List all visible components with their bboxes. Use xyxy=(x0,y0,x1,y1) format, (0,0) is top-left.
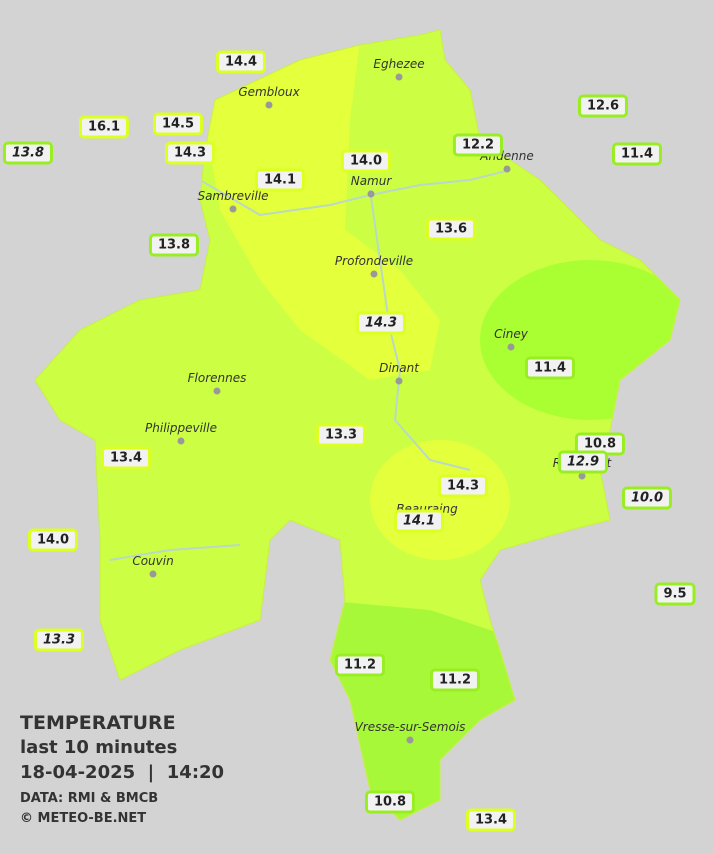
station-value: 11.4 xyxy=(611,142,663,166)
city-label: Gembloux xyxy=(238,85,300,99)
city-label: Florennes xyxy=(187,371,247,385)
city-dot xyxy=(149,570,157,578)
station-value: 10.0 xyxy=(621,486,673,510)
station-value: 14.0 xyxy=(27,528,79,552)
city-label: Ciney xyxy=(494,327,528,341)
station-value: 13.4 xyxy=(465,808,517,832)
city-dot xyxy=(213,387,221,395)
city-dot xyxy=(177,437,185,445)
station-value: 12.9 xyxy=(557,450,609,474)
city-label: Philippeville xyxy=(145,421,217,435)
station-value: 13.8 xyxy=(2,141,54,165)
station-value: 13.4 xyxy=(100,446,152,470)
station-value: 13.8 xyxy=(148,233,200,257)
station-value: 14.1 xyxy=(254,168,306,192)
station-value: 9.5 xyxy=(654,582,696,606)
station-value: 11.2 xyxy=(334,653,386,677)
source: DATA: RMI & BMCB xyxy=(20,791,159,806)
city-dot xyxy=(229,205,237,213)
city-label: Sambreville xyxy=(197,189,269,203)
city-label: Vresse-sur-Semois xyxy=(354,720,466,734)
city-label: Profondeville xyxy=(334,254,414,268)
title: TEMPERATURE xyxy=(20,712,176,734)
city-dot xyxy=(578,472,586,480)
city-dot xyxy=(395,73,403,81)
station-value: 14.3 xyxy=(164,141,216,165)
city-dot xyxy=(370,270,378,278)
city-dot xyxy=(265,101,273,109)
city-dot xyxy=(406,736,414,744)
station-value: 12.2 xyxy=(452,133,504,157)
city-label: Namur xyxy=(350,174,392,188)
station-value: 14.3 xyxy=(437,474,489,498)
station-value: 14.0 xyxy=(340,149,392,173)
station-value: 13.6 xyxy=(425,217,477,241)
station-value: 10.8 xyxy=(364,790,416,814)
copyright: © METEO-BE.NET xyxy=(20,811,147,826)
city-dot xyxy=(395,377,403,385)
city-dot xyxy=(503,165,511,173)
city-dot xyxy=(507,343,515,351)
station-value: 11.4 xyxy=(524,356,576,380)
city-label: Couvin xyxy=(132,554,174,568)
station-value: 14.4 xyxy=(215,50,267,74)
city-label: Dinant xyxy=(379,361,419,375)
city-dot xyxy=(367,190,375,198)
station-value: 16.1 xyxy=(78,115,130,139)
city-label: Eghezee xyxy=(373,57,425,71)
station-value: 14.5 xyxy=(152,112,204,136)
station-value: 13.3 xyxy=(33,628,85,652)
station-value: 14.1 xyxy=(393,509,445,533)
subtitle: last 10 minutes xyxy=(20,737,178,758)
station-value: 12.6 xyxy=(577,94,629,118)
station-value: 11.2 xyxy=(429,668,481,692)
datetime: 18-04-2025 | 14:20 xyxy=(20,762,225,783)
station-value: 14.3 xyxy=(355,311,407,335)
station-value: 13.3 xyxy=(315,423,367,447)
